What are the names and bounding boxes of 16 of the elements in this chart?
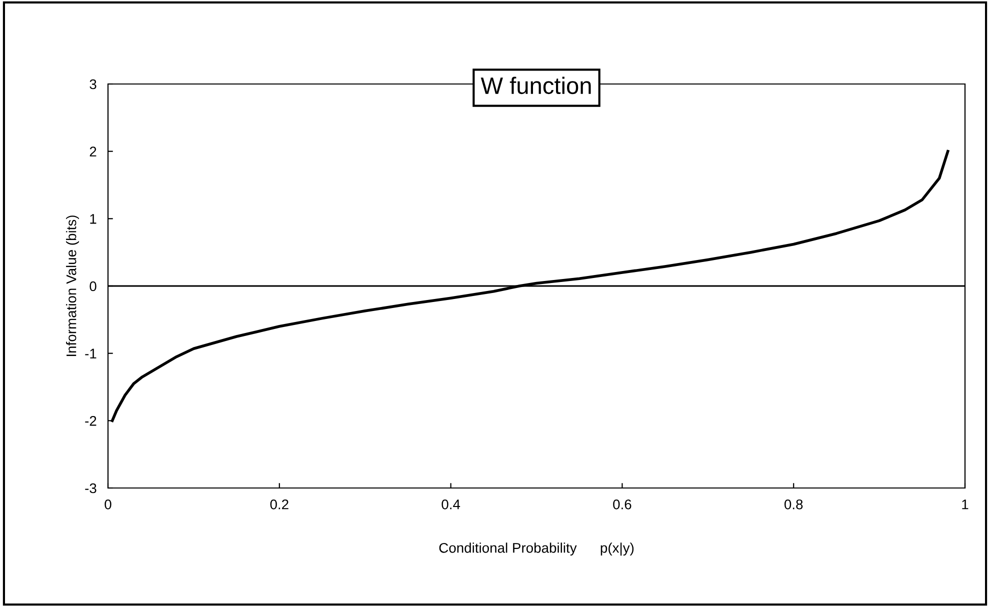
y-tick-label: -3 [85,483,96,494]
y-tick-label: -1 [85,348,96,358]
y-tick-label: 3 [90,79,96,90]
x-axis-title: Conditional Probability p(x|y) [439,542,634,556]
x-tick-label: 0.2 [270,499,288,510]
y-axis-title: Information Value (bits) [66,216,79,356]
y-tick-label: 0 [90,281,96,292]
x-tick-label: 1 [962,500,968,510]
x-tick-label: 0 [104,499,112,510]
y-tick-label: 2 [90,146,96,156]
y-tick-label: -2 [85,416,96,426]
x-tick-label: 0.4 [442,499,460,510]
y-tick-label: 1 [90,214,96,224]
chart-title: W function [480,76,591,94]
x-tick-label: 0.8 [784,499,803,510]
x-tick-label: 0.6 [613,499,632,510]
